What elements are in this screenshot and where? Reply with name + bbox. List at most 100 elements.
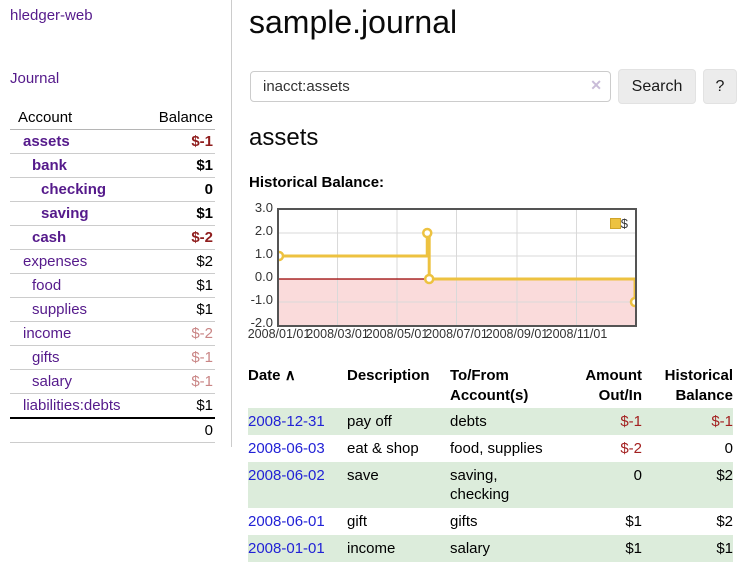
tofrom-column-header: To/From Account(s) xyxy=(450,367,529,404)
transaction-balance: $-1 xyxy=(711,413,733,430)
account-row: cash $-2 xyxy=(10,226,215,250)
accounts-total-row: 0 xyxy=(10,418,215,443)
y-axis-tick-label: 2.0 xyxy=(254,223,273,238)
transaction-balance: 0 xyxy=(724,440,733,457)
account-row: food $1 xyxy=(10,274,215,298)
transaction-balance: $2 xyxy=(716,467,733,484)
date-column-header[interactable]: Date ∧ xyxy=(248,367,296,384)
sidebar-divider xyxy=(231,0,232,447)
transaction-description: save xyxy=(347,467,379,484)
transaction-balance: $1 xyxy=(716,540,733,557)
accounts-table-header: Account Balance xyxy=(10,106,215,130)
y-axis-tick-label: -2.0 xyxy=(250,315,273,330)
x-axis-tick-label: 2008/05/01 xyxy=(365,327,429,341)
search-button[interactable]: Search xyxy=(618,69,696,104)
clear-search-icon[interactable]: ✕ xyxy=(590,77,602,93)
register-row: 2008-06-02 save saving, checking 0 $2 xyxy=(248,462,733,508)
transaction-amount: 0 xyxy=(633,467,642,484)
account-link-saving[interactable]: saving xyxy=(41,205,89,222)
y-axis-tick-label: 3.0 xyxy=(254,200,273,215)
sidebar-item-journal[interactable]: Journal xyxy=(10,70,60,87)
app-brand-link[interactable]: hledger-web xyxy=(10,7,93,24)
transaction-accounts: salary xyxy=(450,540,491,557)
chart-plot-area: $ xyxy=(277,208,637,327)
transaction-date-link[interactable]: 2008-01-01 xyxy=(248,540,325,557)
transaction-description: pay off xyxy=(347,413,392,430)
account-row: expenses $2 xyxy=(10,250,215,274)
account-row: supplies $1 xyxy=(10,298,215,322)
account-row: liabilities:debts $1 xyxy=(10,394,215,418)
legend-swatch-icon xyxy=(609,218,621,229)
page-title: sample.journal xyxy=(249,4,458,40)
account-column-header: Account xyxy=(18,109,73,126)
register-table: Date ∧ Description To/From Account(s) Am… xyxy=(248,362,733,562)
balance-column-header: Balance xyxy=(158,109,213,126)
account-balance: $1 xyxy=(196,301,213,318)
transaction-description: gift xyxy=(347,513,368,530)
search-input[interactable] xyxy=(250,71,611,102)
account-link-food[interactable]: food xyxy=(32,277,62,294)
account-row: gifts $-1 xyxy=(10,346,215,370)
account-row: salary $-1 xyxy=(10,370,215,394)
transaction-date-link[interactable]: 2008-06-02 xyxy=(248,467,325,484)
account-balance: $-2 xyxy=(191,229,213,246)
accounts-table: Account Balance assets $-1 bank $1 check… xyxy=(10,106,215,443)
transaction-date-link[interactable]: 2008-06-01 xyxy=(248,513,325,530)
register-header-row: Date ∧ Description To/From Account(s) Am… xyxy=(248,362,733,408)
transaction-accounts: gifts xyxy=(450,513,478,530)
chart-title: Historical Balance: xyxy=(249,174,385,191)
y-axis-tick-label: 0.0 xyxy=(254,269,273,284)
account-link-assets[interactable]: assets xyxy=(23,133,70,150)
account-balance: $1 xyxy=(196,157,213,174)
transaction-accounts: food, supplies xyxy=(450,440,543,457)
register-row: 2008-06-03 eat & shop food, supplies $-2… xyxy=(248,435,733,462)
account-balance: $1 xyxy=(196,277,213,294)
transaction-date-link[interactable]: 2008-12-31 xyxy=(248,413,325,430)
amount-column-header: Amount Out/In xyxy=(585,367,642,404)
account-link-supplies[interactable]: supplies xyxy=(32,301,88,318)
x-axis-tick-label: 2008/11/01 xyxy=(545,327,608,341)
account-row: bank $1 xyxy=(10,154,215,178)
register-row: 2008-12-31 pay off debts $-1 $-1 xyxy=(248,408,733,435)
account-balance: $-1 xyxy=(191,349,213,366)
account-link-liabilities-debts[interactable]: liabilities:debts xyxy=(23,397,121,414)
account-row: checking 0 xyxy=(10,178,215,202)
account-link-gifts[interactable]: gifts xyxy=(32,349,60,366)
account-balance: $-2 xyxy=(191,325,213,342)
transaction-amount: $-2 xyxy=(620,440,642,457)
register-row: 2008-06-01 gift gifts $1 $2 xyxy=(248,508,733,535)
account-link-bank[interactable]: bank xyxy=(32,157,68,174)
transaction-description: eat & shop xyxy=(347,440,419,457)
account-balance: $-1 xyxy=(191,133,213,150)
account-link-salary[interactable]: salary xyxy=(32,373,73,390)
transaction-date-link[interactable]: 2008-06-03 xyxy=(248,440,325,457)
transaction-amount: $1 xyxy=(625,540,642,557)
account-link-checking[interactable]: checking xyxy=(41,181,107,198)
account-balance: $1 xyxy=(196,205,213,222)
transaction-accounts: saving, checking xyxy=(450,467,510,503)
account-balance: $1 xyxy=(196,397,213,414)
account-link-expenses[interactable]: expenses xyxy=(23,253,88,270)
transaction-balance: $2 xyxy=(716,513,733,530)
register-row: 2008-01-01 income salary $1 $1 xyxy=(248,535,733,562)
transaction-accounts: debts xyxy=(450,413,487,430)
account-link-income[interactable]: income xyxy=(23,325,72,342)
search-box: ✕ xyxy=(250,71,611,102)
account-row: assets $-1 xyxy=(10,130,215,154)
x-axis-tick-label: 2008/01/01 xyxy=(247,327,311,341)
account-row: income $-2 xyxy=(10,322,215,346)
y-axis-tick-label: 1.0 xyxy=(254,246,273,261)
x-axis-tick-label: 2008/07/01 xyxy=(425,327,488,341)
legend-label: $ xyxy=(620,216,628,231)
account-balance: $2 xyxy=(196,253,213,270)
y-axis-tick-label: -1.0 xyxy=(250,292,273,307)
historical-balance-chart: $ 3.0 2.0 1.0 0.0 -1.0 -2.0 2008/01/01 2008/03/… xyxy=(248,200,720,346)
balance-column-header: Historical Balance xyxy=(664,367,733,404)
account-link-cash[interactable]: cash xyxy=(32,229,67,246)
account-balance: 0 xyxy=(204,181,213,198)
help-button[interactable]: ? xyxy=(703,69,737,104)
x-axis-tick-label: 2008/09/01 xyxy=(485,327,549,341)
sort-ascending-icon: ∧ xyxy=(284,367,296,384)
description-column-header: Description xyxy=(347,367,430,384)
transaction-amount: $-1 xyxy=(620,413,642,430)
